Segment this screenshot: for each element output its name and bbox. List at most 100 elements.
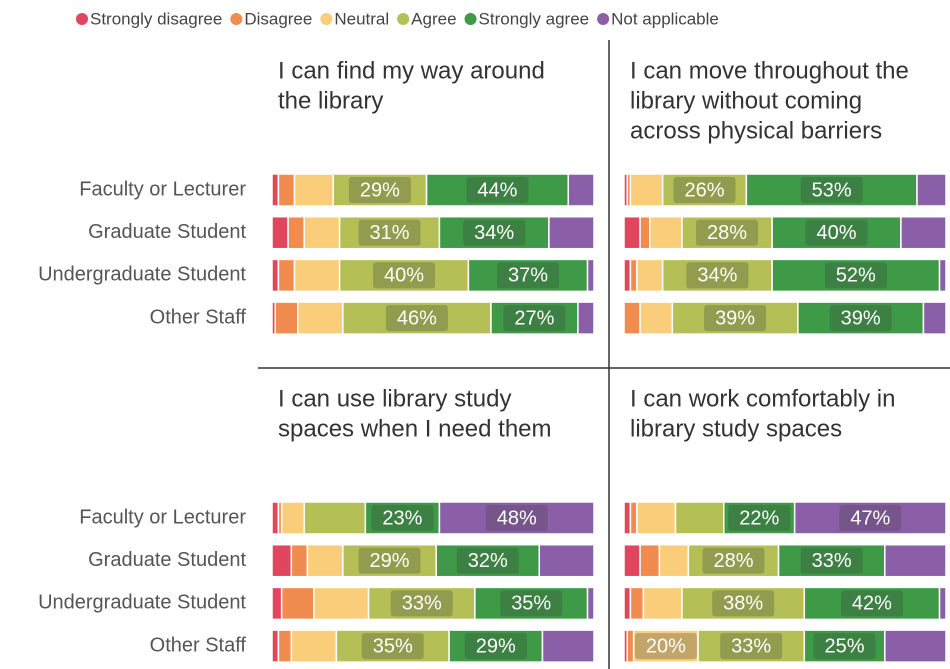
- bar-segment: [271, 501, 280, 535]
- bar-segment: [922, 301, 947, 335]
- panel-title: spaces when I need them: [278, 415, 552, 442]
- bar-segment: [474, 586, 589, 621]
- bar-segment: [338, 258, 470, 293]
- bar-segment: [623, 501, 632, 535]
- bar-segment: [636, 501, 677, 535]
- bar-segment: [271, 586, 283, 621]
- label-box: [720, 633, 783, 660]
- label-box: [503, 305, 566, 332]
- bar-segment: [884, 543, 947, 578]
- bar-segment: [548, 215, 595, 250]
- panel-title: the library: [278, 87, 383, 114]
- bar-segment: [280, 501, 305, 535]
- data-label: 27%: [514, 307, 554, 329]
- bar-segment: [639, 215, 651, 250]
- label-box: [496, 262, 559, 289]
- bar-segment: [674, 501, 725, 535]
- bar-segment: [313, 586, 370, 621]
- data-label: 38%: [723, 593, 763, 615]
- label-box: [824, 262, 887, 289]
- bar-segment: [538, 543, 595, 578]
- bar-segment: [293, 258, 341, 293]
- bar-segment: [271, 258, 280, 293]
- data-label: 33%: [402, 593, 442, 615]
- category-label: Undergraduate Student: [38, 264, 246, 286]
- bar-segment: [639, 301, 674, 335]
- category-label: Graduate Student: [88, 549, 246, 571]
- bar-segment: [649, 215, 683, 250]
- category-label: Faculty or Lecturer: [79, 506, 246, 528]
- legend-label: Strongly agree: [479, 9, 590, 28]
- data-label: 39%: [715, 307, 755, 329]
- label-box: [358, 547, 421, 574]
- data-label: 23%: [382, 507, 422, 529]
- label-box: [702, 547, 765, 574]
- legend-label: Strongly disagree: [90, 9, 222, 28]
- data-label: 48%: [497, 507, 537, 529]
- legend-marker: [464, 13, 477, 25]
- data-label: 46%: [397, 307, 437, 329]
- bar-segment: [681, 215, 773, 250]
- data-label: 35%: [511, 593, 551, 615]
- bar-segment: [697, 629, 806, 663]
- legend-marker: [597, 13, 610, 25]
- bar-segment: [642, 586, 683, 621]
- bar-segment: [342, 543, 437, 578]
- bar-segment: [335, 629, 450, 663]
- label-box: [385, 305, 448, 332]
- bar-segment: [490, 301, 579, 335]
- label-box: [358, 219, 421, 246]
- data-label: 32%: [468, 550, 508, 572]
- bar-segment: [623, 215, 641, 250]
- bar-segment: [448, 629, 544, 663]
- data-label: 29%: [370, 550, 410, 572]
- bar-segment: [306, 543, 344, 578]
- data-label: 42%: [852, 593, 892, 615]
- bar-segment: [639, 543, 661, 578]
- bar-segment: [586, 258, 595, 293]
- category-label: Undergraduate Student: [38, 592, 246, 614]
- label-box: [800, 547, 863, 574]
- bar-segment: [271, 543, 293, 578]
- bar-segment: [745, 173, 918, 207]
- label-box: [348, 177, 411, 203]
- label-box: [634, 633, 697, 660]
- bar-segment: [297, 301, 344, 335]
- bar-segment: [629, 501, 638, 535]
- bar-segment: [629, 586, 645, 621]
- bar-segment: [629, 173, 664, 207]
- data-label: 47%: [850, 507, 890, 529]
- panel-title: I can use library study: [278, 385, 511, 412]
- label-box: [485, 505, 548, 531]
- bar-segment: [438, 215, 550, 250]
- label-box: [813, 633, 876, 660]
- label-box: [673, 177, 736, 203]
- label-box: [696, 219, 759, 246]
- category-label: Faculty or Lecturer: [79, 178, 246, 200]
- panel-title: I can work comfortably in: [630, 385, 895, 412]
- data-label: 44%: [477, 179, 517, 201]
- label-box: [466, 177, 529, 203]
- bar-segment: [367, 586, 476, 621]
- data-label: 20%: [646, 635, 686, 657]
- panel-title: I can move throughout the: [630, 57, 909, 84]
- label-box: [800, 177, 863, 203]
- bar-segment: [290, 543, 309, 578]
- bar-segment: [280, 586, 315, 621]
- bar-segment: [938, 258, 947, 293]
- data-label: 22%: [739, 507, 779, 529]
- bar-segment: [671, 301, 799, 335]
- bar-segment: [567, 173, 595, 207]
- label-box: [373, 262, 436, 289]
- label-box: [840, 590, 903, 617]
- label-box: [829, 305, 892, 332]
- data-label: 40%: [817, 222, 857, 244]
- bar-segment: [425, 173, 569, 207]
- bar-segment: [277, 173, 296, 207]
- bar-segment: [623, 258, 632, 293]
- data-label: 33%: [812, 550, 852, 572]
- bar-segment: [884, 629, 947, 663]
- label-box: [500, 590, 563, 617]
- bar-segment: [629, 258, 638, 293]
- bar-segment: [793, 501, 947, 535]
